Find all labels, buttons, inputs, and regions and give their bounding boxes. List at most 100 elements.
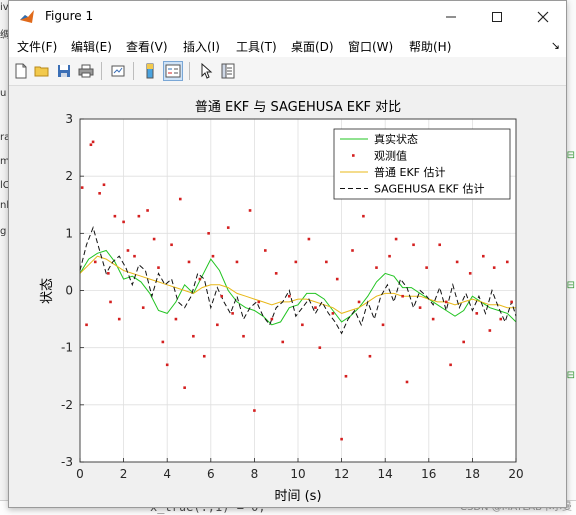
minimize-button[interactable] [428, 1, 474, 33]
x-tick-label: 6 [207, 467, 215, 481]
x-tick-label: 0 [76, 467, 84, 481]
save-icon [58, 65, 70, 77]
x-tick-label: 14 [378, 467, 393, 481]
open-button[interactable] [32, 61, 52, 81]
observation-point [444, 300, 448, 304]
observation-point [505, 260, 509, 264]
background-left-text: m [0, 156, 10, 167]
observation-point [137, 214, 141, 218]
property-inspector-button[interactable] [218, 61, 238, 81]
observation-point [220, 294, 223, 298]
observation-point [335, 277, 339, 281]
legend-swatch [352, 154, 355, 157]
background-left-text: 绸 [0, 30, 10, 41]
x-axis-label: 时间 (s) [274, 489, 321, 504]
save-button[interactable] [54, 61, 74, 81]
observation-point [401, 294, 404, 298]
edit-plot-button[interactable] [196, 61, 216, 81]
background-left-text: iv [0, 2, 9, 13]
matlab-icon [20, 10, 34, 23]
toolbar-separator [189, 62, 190, 80]
new-figure-button[interactable] [11, 61, 31, 81]
observation-point [331, 312, 335, 315]
observation-point [242, 334, 245, 338]
print-icon [78, 64, 94, 78]
menu-help[interactable]: 帮助(H) [409, 40, 452, 54]
property-inspector-icon [221, 63, 235, 79]
observation-point [211, 254, 215, 258]
menu-window[interactable]: 窗口(W) [348, 40, 394, 54]
observation-point [405, 380, 409, 384]
observation-point [425, 266, 428, 269]
observation-point [183, 386, 186, 389]
observation-point [161, 340, 165, 344]
observation-point [499, 317, 503, 321]
y-tick-label: 1 [65, 226, 73, 240]
observation-point [93, 260, 97, 264]
menu-view[interactable]: 查看(V) [126, 40, 168, 54]
menu-edit[interactable]: 编辑(E) [71, 40, 112, 54]
link-icon [111, 65, 125, 77]
figure-canvas: 0 2 4 6 8 10 12 14 16 18 20 -3 -2 -1 0 1 2 3 普通 EKF 与 SAG… [9, 86, 566, 507]
y-tick-label: -2 [61, 398, 73, 412]
legend-entry: 观测值 [374, 150, 407, 163]
observation-point [226, 226, 230, 229]
observation-point [231, 312, 234, 315]
link-plot-button[interactable] [108, 61, 128, 81]
observation-point [294, 260, 298, 264]
observation-point [107, 272, 110, 275]
maximize-button[interactable] [474, 1, 520, 33]
observation-point [274, 272, 278, 275]
observation-point [248, 209, 252, 212]
toolbar [9, 57, 566, 86]
observation-point [462, 340, 465, 344]
observation-point [89, 143, 93, 147]
observation-point [187, 260, 191, 264]
observation-point [202, 354, 206, 358]
new-figure-icon [15, 63, 27, 79]
menu-tools[interactable]: 工具(T) [236, 40, 277, 54]
observation-point [388, 254, 391, 258]
legend-button[interactable] [163, 61, 183, 81]
legend-entry: SAGEHUSA EKF 估计 [374, 183, 485, 196]
menu-file[interactable]: 文件(F) [17, 40, 58, 54]
observation-point [257, 300, 261, 304]
dock-arrow-icon[interactable]: ↘ [550, 39, 560, 52]
minimize-icon [446, 16, 456, 18]
observation-point [375, 266, 378, 269]
observation-point [510, 300, 513, 304]
y-tick-label: 2 [65, 169, 73, 183]
maximize-icon [492, 12, 502, 22]
observation-point [117, 317, 121, 321]
observation-point [253, 409, 256, 412]
colorbar-button[interactable] [140, 61, 160, 81]
y-tick-label: 3 [65, 112, 73, 126]
x-tick-label: 2 [120, 467, 128, 481]
observation-point [174, 317, 178, 321]
observation-point [301, 323, 304, 327]
close-button[interactable] [520, 1, 566, 33]
observation-point [340, 437, 343, 441]
observation-point [198, 277, 202, 281]
chart-title: 普通 EKF 与 SAGEHUSA EKF 对比 [195, 100, 401, 115]
title-bar: Figure 1 [9, 1, 566, 33]
observation-point [381, 323, 385, 327]
observation-point [235, 260, 239, 264]
observation-point [482, 254, 485, 258]
observation-point [449, 363, 452, 367]
background-left-text: ra [0, 132, 11, 143]
menu-desktop[interactable]: 桌面(D) [291, 40, 334, 54]
fold-marker-icon: ⊟ [566, 370, 575, 381]
observation-point [287, 294, 291, 298]
observation-point [431, 317, 435, 321]
menu-insert[interactable]: 插入(I) [183, 40, 220, 54]
observation-point [152, 237, 156, 241]
observation-point [80, 186, 84, 189]
observation-point [91, 140, 95, 144]
background-left-text: u [0, 88, 7, 99]
toolbar-separator [133, 62, 134, 80]
observation-point [475, 312, 479, 315]
print-button[interactable] [76, 61, 96, 81]
close-icon [537, 11, 549, 23]
